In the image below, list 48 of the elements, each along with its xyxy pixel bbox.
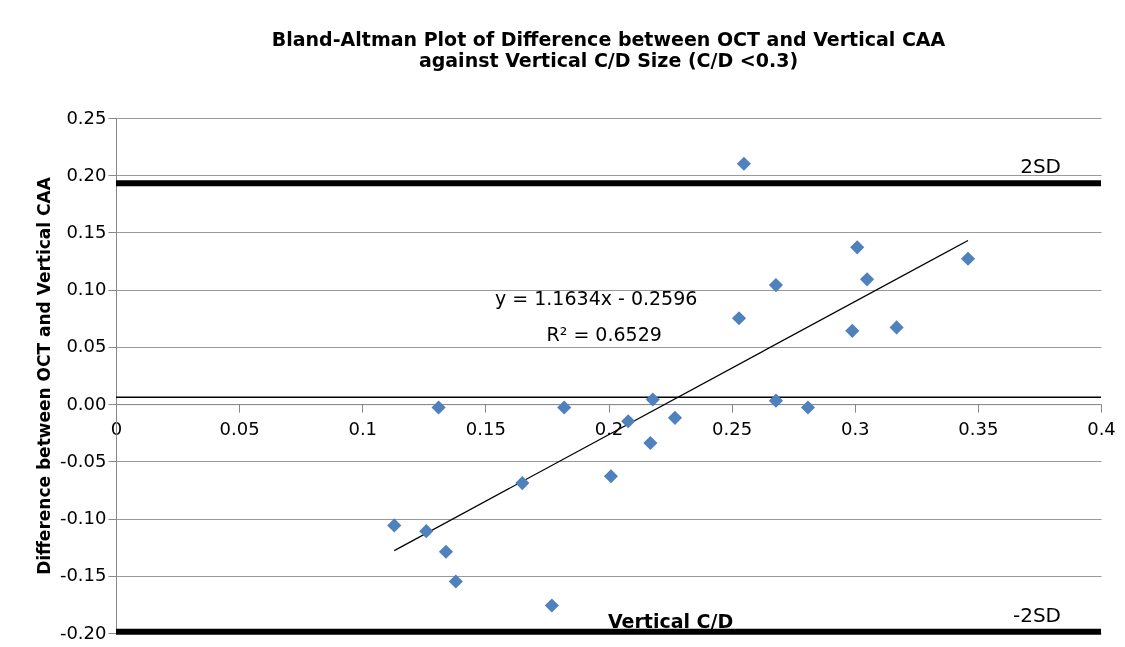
point xyxy=(736,156,752,171)
point xyxy=(387,518,402,533)
point xyxy=(645,392,660,407)
point xyxy=(768,393,784,408)
point xyxy=(431,400,446,415)
point xyxy=(643,435,658,451)
point xyxy=(731,311,747,326)
annotation: R² = 0.6529 xyxy=(546,322,662,345)
y-tick-label: -0.15 xyxy=(59,564,107,586)
x-tick-label: 0.15 xyxy=(465,417,506,439)
point xyxy=(448,574,463,589)
point xyxy=(438,544,454,559)
y-axis-title: Difference between OCT and Vertical CAA xyxy=(33,176,54,575)
x-axis-title: Vertical C/D xyxy=(607,609,734,632)
y-tick-label: -0.05 xyxy=(59,449,107,471)
annotation: y = 1.1634x - 0.2596 xyxy=(494,286,698,309)
point xyxy=(800,400,816,415)
point xyxy=(859,272,875,287)
point xyxy=(845,323,860,338)
point xyxy=(667,410,683,425)
ref-line-label: 2SD xyxy=(1020,154,1061,179)
y-tick-label: 0.00 xyxy=(66,392,107,414)
x-tick-label: 0.35 xyxy=(958,417,999,439)
point xyxy=(515,476,530,491)
point xyxy=(557,400,572,415)
point xyxy=(419,524,434,539)
x-tick-label: 0.1 xyxy=(348,417,378,439)
point xyxy=(768,278,784,293)
point xyxy=(544,598,559,613)
x-tick-label: 0.3 xyxy=(840,417,870,439)
chart-title: Bland-Altman Plot of Difference between OCT and Vertical CAA against Vertical C/D Size (C/D <0.3) xyxy=(271,28,946,71)
point xyxy=(889,320,904,335)
y-tick-label: 0.25 xyxy=(66,106,107,128)
y-tick-label: 0.15 xyxy=(66,220,107,242)
x-tick-label: 0.25 xyxy=(712,417,753,439)
point xyxy=(850,240,865,255)
x-tick-label: 0.05 xyxy=(219,417,260,439)
ref-line-label: -2SD xyxy=(1012,602,1061,627)
y-tick-label: -0.20 xyxy=(59,621,107,643)
x-tick-label: 0.2 xyxy=(594,417,624,439)
point xyxy=(960,251,976,266)
y-tick-label: 0.05 xyxy=(66,335,107,357)
y-tick-label: 0.20 xyxy=(66,163,107,185)
point xyxy=(603,469,619,484)
y-tick-label: 0.10 xyxy=(66,278,107,300)
x-tick-label: 0.4 xyxy=(1087,417,1116,439)
point xyxy=(621,414,636,429)
y-tick-label: -0.10 xyxy=(59,507,107,529)
